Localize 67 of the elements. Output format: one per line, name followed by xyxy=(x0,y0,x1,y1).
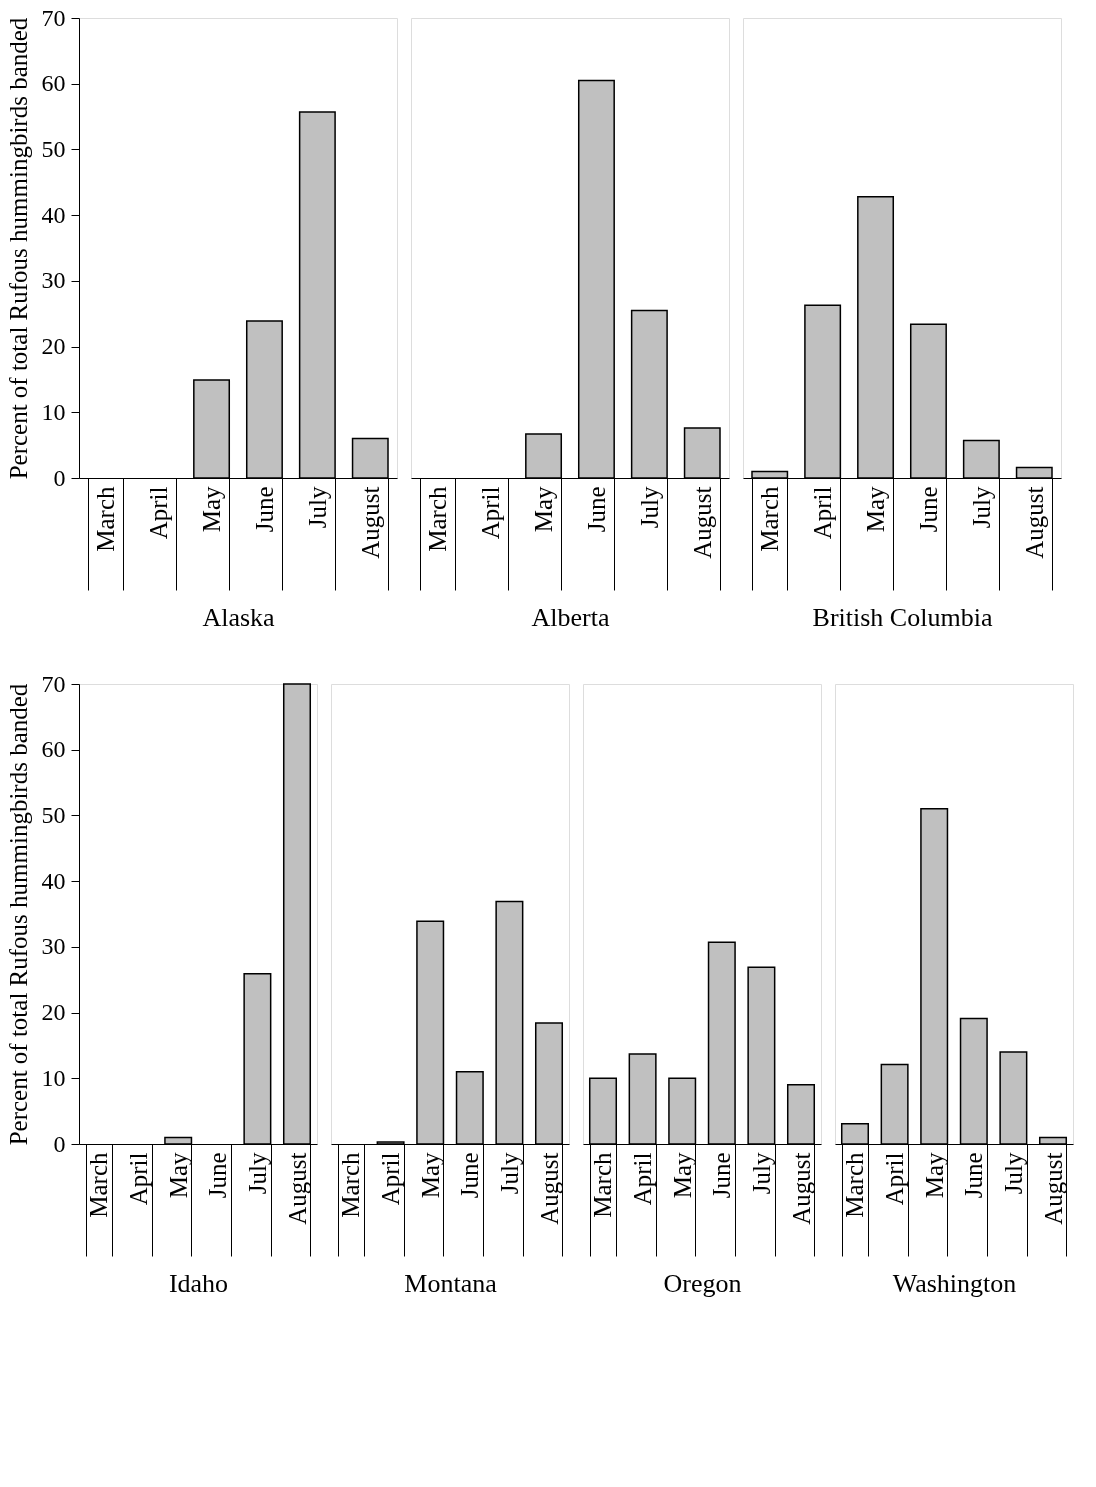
y-tick-label: 0 xyxy=(53,464,66,491)
y-tick-label: 10 xyxy=(41,1064,66,1091)
x-tick-label: March xyxy=(337,1152,365,1218)
x-tick-label: August xyxy=(787,1152,815,1225)
x-tick-label: July xyxy=(747,1152,775,1195)
x-tick-label: July xyxy=(635,486,663,529)
x-tick-label: April xyxy=(629,1152,657,1206)
y-tick-label: 40 xyxy=(41,201,66,228)
x-tick-label: March xyxy=(85,1152,113,1218)
x-tick-label: May xyxy=(530,486,558,533)
x-tick-label: May xyxy=(416,1152,444,1199)
x-tick-label: June xyxy=(960,1152,988,1199)
y-axis-title: Percent of total Rufous hummingbirds banded xyxy=(4,683,32,1146)
y-tick-label: 20 xyxy=(41,999,66,1026)
x-tick-label: July xyxy=(967,486,995,529)
x-tick-label: June xyxy=(456,1152,484,1199)
x-tick-label: April xyxy=(809,486,837,540)
x-tick-label: March xyxy=(756,486,784,552)
x-tick-label: June xyxy=(914,486,942,533)
y-tick-label: 0 xyxy=(53,1130,66,1157)
x-axis-title: Oregon xyxy=(663,1269,742,1298)
x-tick-label: March xyxy=(424,486,452,552)
x-tick-label: August xyxy=(356,486,384,559)
x-tick-label: April xyxy=(477,486,505,540)
y-tick-label: 50 xyxy=(41,135,66,162)
x-tick-label: August xyxy=(535,1152,563,1225)
y-tick-label: 30 xyxy=(41,933,66,960)
x-tick-label: May xyxy=(920,1152,948,1199)
y-tick-label: 60 xyxy=(41,70,66,97)
x-tick-label: July xyxy=(303,486,331,529)
y-tick-label: 20 xyxy=(41,333,66,360)
y-tick-label: 70 xyxy=(41,4,66,31)
x-tick-label: April xyxy=(377,1152,405,1206)
x-tick-label: July xyxy=(495,1152,523,1195)
x-tick-label: June xyxy=(582,486,610,533)
x-tick-label: April xyxy=(145,486,173,540)
x-axis-title: Montana xyxy=(404,1269,498,1298)
x-tick-label: March xyxy=(841,1152,869,1218)
x-axis-title: Alberta xyxy=(531,603,610,632)
x-tick-label: June xyxy=(204,1152,232,1199)
x-tick-label: July xyxy=(999,1152,1027,1195)
x-tick-label: March xyxy=(92,486,120,552)
x-tick-label: May xyxy=(198,486,226,533)
x-tick-label: April xyxy=(881,1152,909,1206)
x-tick-label: June xyxy=(250,486,278,533)
x-tick-label: June xyxy=(708,1152,736,1199)
x-tick-label: April xyxy=(125,1152,153,1206)
y-tick-label: 60 xyxy=(41,736,66,763)
x-tick-label: August xyxy=(283,1152,311,1225)
y-tick-label: 30 xyxy=(41,267,66,294)
x-tick-label: August xyxy=(1020,486,1048,559)
x-axis-title: Idaho xyxy=(168,1269,229,1298)
x-axis-title: Washington xyxy=(892,1269,1017,1298)
x-tick-label: August xyxy=(688,486,716,559)
y-tick-label: 40 xyxy=(41,867,66,894)
x-tick-label: May xyxy=(164,1152,192,1199)
x-tick-label: May xyxy=(668,1152,696,1199)
x-tick-label: March xyxy=(589,1152,617,1218)
x-tick-label: May xyxy=(862,486,890,533)
x-tick-label: July xyxy=(243,1152,271,1195)
y-axis-title: Percent of total Rufous hummingbirds banded xyxy=(4,17,32,480)
x-axis-title: British Columbia xyxy=(812,603,993,632)
y-tick-label: 10 xyxy=(41,398,66,425)
y-tick-label: 50 xyxy=(41,801,66,828)
y-tick-label: 70 xyxy=(41,670,66,697)
x-tick-label: August xyxy=(1039,1152,1067,1225)
x-axis-title: Alaska xyxy=(202,603,276,632)
